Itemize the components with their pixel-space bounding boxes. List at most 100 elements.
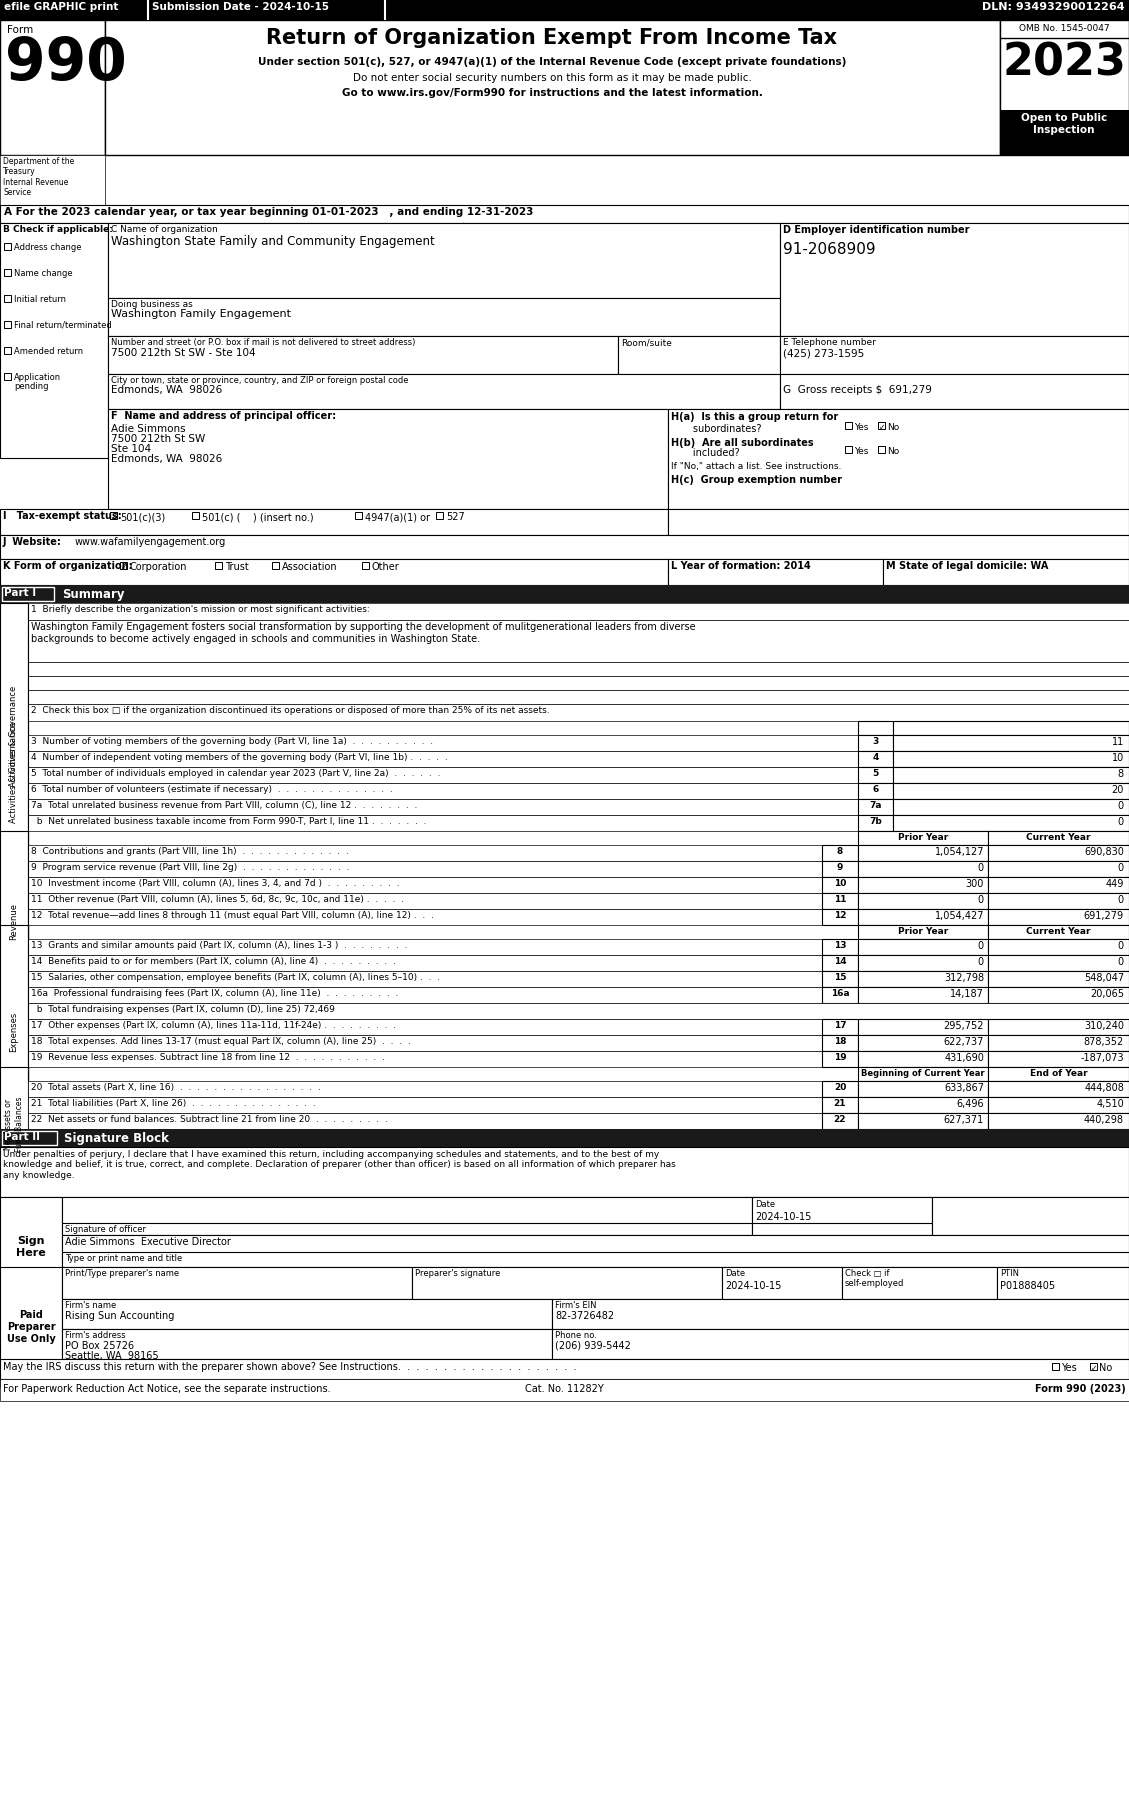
Bar — [988, 971, 1129, 987]
Text: 690,830: 690,830 — [1084, 847, 1124, 858]
Bar — [822, 987, 858, 1004]
Text: Part I: Part I — [5, 587, 36, 598]
Text: 527: 527 — [446, 512, 465, 523]
Text: Yes: Yes — [1061, 1362, 1077, 1373]
Text: 20  Total assets (Part X, line 16)  .  .  .  .  .  .  .  .  .  .  .  .  .  .  . : 20 Total assets (Part X, line 16) . . . … — [30, 1083, 321, 1092]
Text: Go to www.irs.gov/Form990 for instructions and the latest information.: Go to www.irs.gov/Form990 for instructio… — [342, 88, 762, 97]
Text: B Check if applicable:: B Check if applicable: — [3, 225, 113, 234]
Text: Print/Type preparer's name: Print/Type preparer's name — [65, 1269, 180, 1278]
Text: 7500 212th St SW - Ste 104: 7500 212th St SW - Ste 104 — [111, 348, 255, 359]
Text: 21  Total liabilities (Part X, line 26)  .  .  .  .  .  .  .  .  .  .  .  .  .  : 21 Total liabilities (Part X, line 26) .… — [30, 1099, 316, 1108]
Text: If "No," attach a list. See instructions.: If "No," attach a list. See instructions… — [671, 461, 841, 470]
Text: Form 990 (2023): Form 990 (2023) — [1035, 1384, 1126, 1395]
Text: Paid
Preparer
Use Only: Paid Preparer Use Only — [7, 1310, 55, 1344]
Bar — [858, 987, 988, 1004]
Text: 8: 8 — [837, 847, 843, 856]
Bar — [618, 335, 780, 375]
Bar — [858, 1018, 988, 1034]
Bar — [988, 908, 1129, 924]
Text: 19  Revenue less expenses. Subtract line 18 from line 12  .  .  .  .  .  .  .  .: 19 Revenue less expenses. Subtract line … — [30, 1052, 385, 1061]
Bar — [878, 422, 885, 429]
Bar — [5, 373, 11, 380]
Text: 16a: 16a — [831, 989, 849, 998]
Text: 20: 20 — [834, 1083, 847, 1092]
Text: 2023: 2023 — [1003, 41, 1126, 85]
Text: 11: 11 — [1112, 737, 1124, 748]
Bar — [362, 562, 369, 569]
Bar — [822, 1097, 858, 1114]
Bar — [108, 297, 780, 335]
Bar — [436, 512, 443, 519]
Bar — [858, 735, 893, 751]
Bar — [780, 375, 1129, 409]
Bar — [1000, 110, 1129, 155]
Text: 1  Briefly describe the organization's mission or most significant activities:: 1 Briefly describe the organization's mi… — [30, 605, 370, 614]
Text: 16a  Professional fundraising fees (Part IX, column (A), line 11e)  .  .  .  .  : 16a Professional fundraising fees (Part … — [30, 989, 399, 998]
Bar — [28, 815, 858, 831]
Bar — [878, 447, 885, 452]
Text: 1,054,427: 1,054,427 — [935, 912, 984, 921]
Text: Number and street (or P.O. box if mail is not delivered to street address): Number and street (or P.O. box if mail i… — [111, 339, 415, 348]
Bar — [780, 223, 1129, 335]
Bar — [893, 751, 1129, 768]
Text: 15: 15 — [833, 973, 847, 982]
Text: G  Gross receipts $  691,279: G Gross receipts $ 691,279 — [784, 386, 931, 395]
Bar — [552, 1299, 1129, 1330]
Text: 10  Investment income (Part VIII, column (A), lines 3, 4, and 7d )  .  .  .  .  : 10 Investment income (Part VIII, column … — [30, 879, 400, 888]
Text: Type or print name and title: Type or print name and title — [65, 1254, 182, 1263]
Bar — [28, 1004, 1129, 1018]
Bar — [28, 861, 822, 878]
Bar — [858, 1067, 988, 1081]
Bar — [5, 268, 11, 276]
Text: 312,798: 312,798 — [944, 973, 984, 984]
Text: Under penalties of perjury, I declare that I have examined this return, includin: Under penalties of perjury, I declare th… — [3, 1150, 676, 1180]
Text: Do not enter social security numbers on this form as it may be made public.: Do not enter social security numbers on … — [352, 74, 752, 83]
Bar — [0, 1197, 62, 1297]
Text: Adie Simmons: Adie Simmons — [111, 423, 185, 434]
Bar — [844, 447, 852, 452]
Text: C Name of organization: C Name of organization — [111, 225, 218, 234]
Text: 4  Number of independent voting members of the governing body (Part VI, line 1b): 4 Number of independent voting members o… — [30, 753, 448, 762]
Bar — [858, 971, 988, 987]
Bar — [858, 1081, 988, 1097]
Text: 7b: 7b — [869, 816, 882, 825]
Text: Association: Association — [282, 562, 338, 571]
Bar — [893, 784, 1129, 798]
Text: Check □ if: Check □ if — [844, 1269, 890, 1278]
Text: ✓: ✓ — [1091, 1364, 1097, 1373]
Bar — [988, 955, 1129, 971]
Text: Yes: Yes — [854, 447, 868, 456]
Text: 627,371: 627,371 — [944, 1115, 984, 1124]
Text: 22  Net assets or fund balances. Subtract line 21 from line 20  .  .  .  .  .  .: 22 Net assets or fund balances. Subtract… — [30, 1115, 387, 1124]
Bar — [28, 690, 1129, 705]
Bar — [858, 751, 893, 768]
Bar — [192, 512, 199, 519]
Text: Room/suite: Room/suite — [621, 339, 672, 348]
Bar — [28, 987, 822, 1004]
Text: 5  Total number of individuals employed in calendar year 2023 (Part V, line 2a) : 5 Total number of individuals employed i… — [30, 769, 440, 778]
Text: No: No — [887, 447, 900, 456]
Bar — [858, 768, 893, 784]
Text: 4,510: 4,510 — [1096, 1099, 1124, 1108]
Bar — [988, 831, 1129, 845]
Text: Revenue: Revenue — [9, 903, 18, 939]
Bar — [0, 0, 1129, 20]
Bar — [0, 155, 105, 205]
Text: No: No — [887, 423, 900, 432]
Bar — [0, 586, 1129, 604]
Text: 501(c) (    ) (insert no.): 501(c) ( ) (insert no.) — [202, 512, 314, 523]
Text: (425) 273-1595: (425) 273-1595 — [784, 348, 865, 359]
Text: Date: Date — [755, 1200, 776, 1209]
Text: Activities & Governance: Activities & Governance — [9, 687, 18, 787]
Text: 0: 0 — [1118, 941, 1124, 951]
Bar — [822, 1081, 858, 1097]
Text: End of Year: End of Year — [1030, 1069, 1087, 1078]
Bar — [0, 924, 28, 1141]
Bar — [858, 1097, 988, 1114]
Text: I   Tax-exempt status:: I Tax-exempt status: — [3, 512, 122, 521]
Bar — [105, 20, 1000, 155]
Bar — [0, 559, 668, 586]
Text: Activities & Governance: Activities & Governance — [9, 721, 18, 824]
Text: Prior Year: Prior Year — [898, 926, 948, 935]
Bar — [883, 559, 1129, 586]
